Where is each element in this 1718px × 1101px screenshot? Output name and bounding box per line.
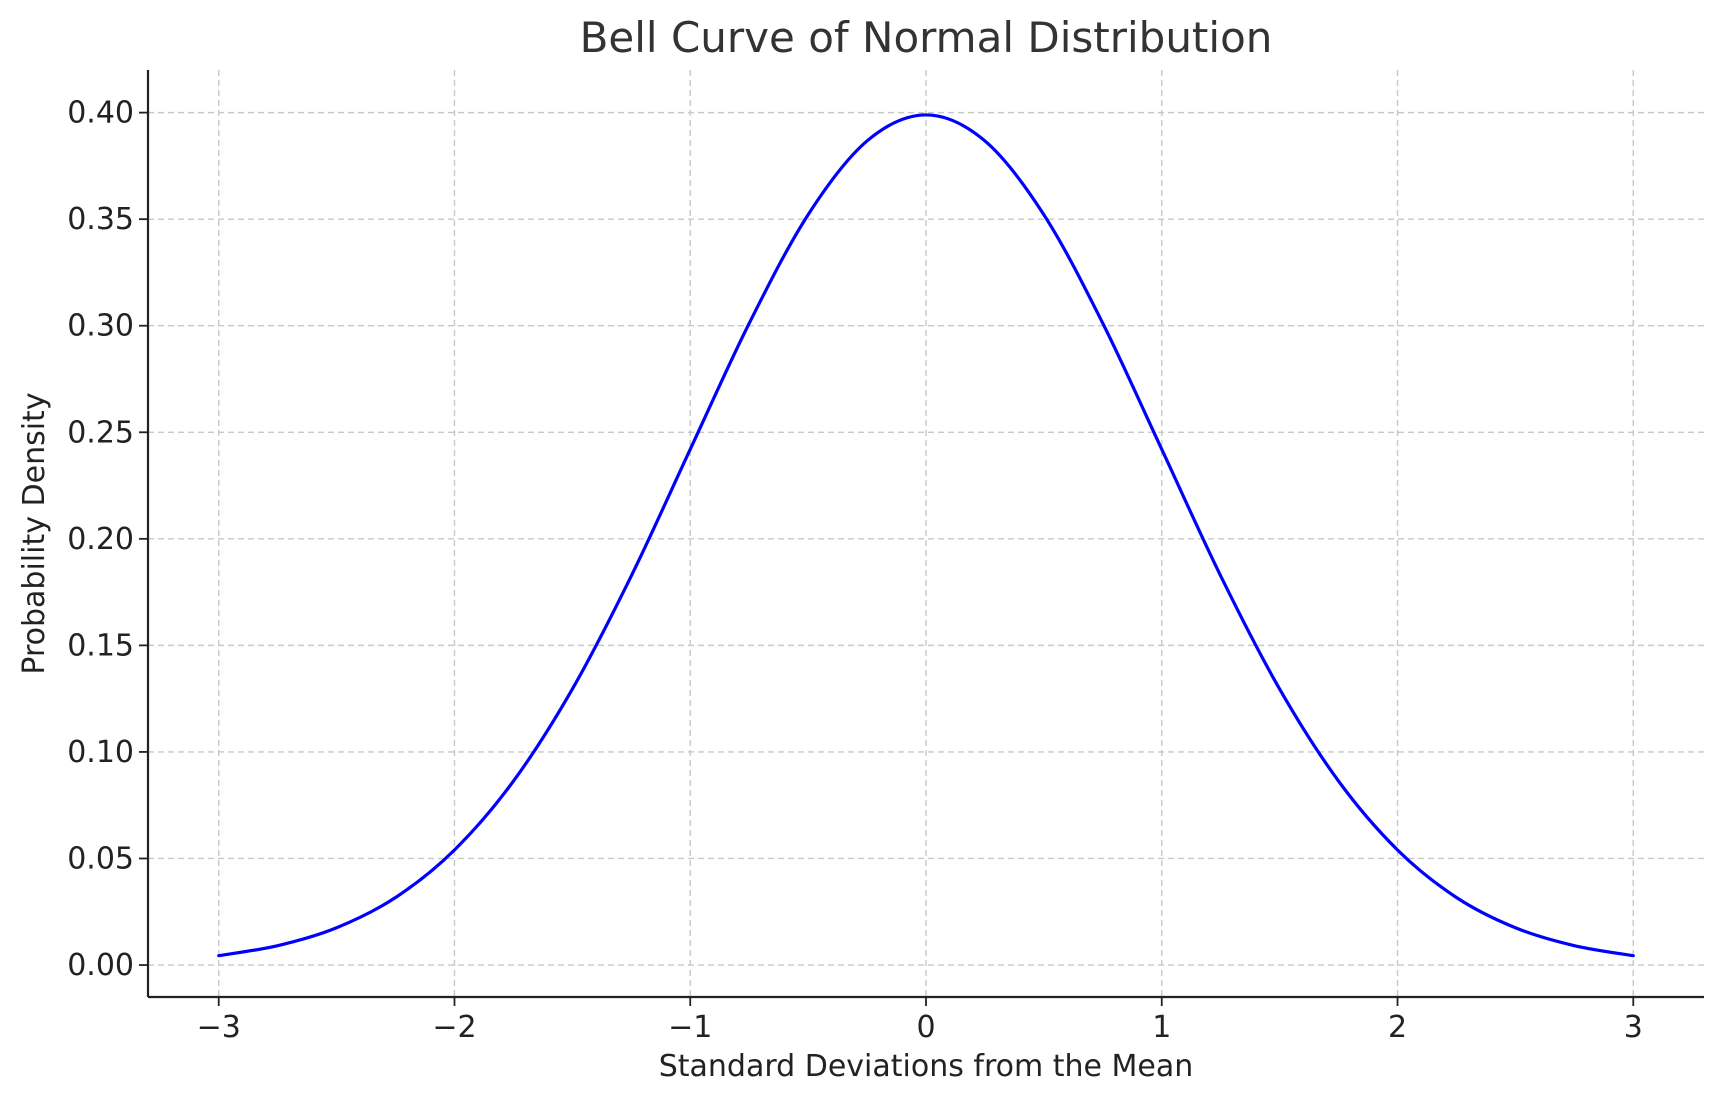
y-axis-title: Probability Density <box>17 392 52 674</box>
y-tick-label: 0.00 <box>67 948 134 983</box>
x-tick-label: −1 <box>668 1010 712 1045</box>
y-tick-label: 0.35 <box>67 202 134 237</box>
x-tick-label: 0 <box>916 1010 935 1045</box>
x-tick-label: 1 <box>1152 1010 1171 1045</box>
density-curve-line <box>217 113 1635 958</box>
y-tick-label: 0.15 <box>67 628 134 663</box>
y-tick-label: 0.10 <box>67 735 134 770</box>
x-tick-label: 3 <box>1624 1010 1643 1045</box>
y-tick-label: 0.30 <box>67 309 134 344</box>
grid <box>148 70 1704 997</box>
x-tick-label: −2 <box>432 1010 476 1045</box>
x-axis-title: Standard Deviations from the Mean <box>659 1049 1194 1084</box>
chart-title: Bell Curve of Normal Distribution <box>580 13 1273 62</box>
y-tick-label: 0.40 <box>67 96 134 131</box>
y-tick-label: 0.05 <box>67 841 134 876</box>
y-tick-label: 0.20 <box>67 522 134 557</box>
series-layer <box>217 113 1635 958</box>
x-tick-label: 2 <box>1388 1010 1407 1045</box>
ticks: −3 −2 −1 0 1 2 3 0.00 0.05 0.10 0.15 0.20 0.25 0.30 0.… <box>67 96 1643 1045</box>
y-tick-label: 0.25 <box>67 415 134 450</box>
x-tick-label: −3 <box>197 1010 241 1045</box>
